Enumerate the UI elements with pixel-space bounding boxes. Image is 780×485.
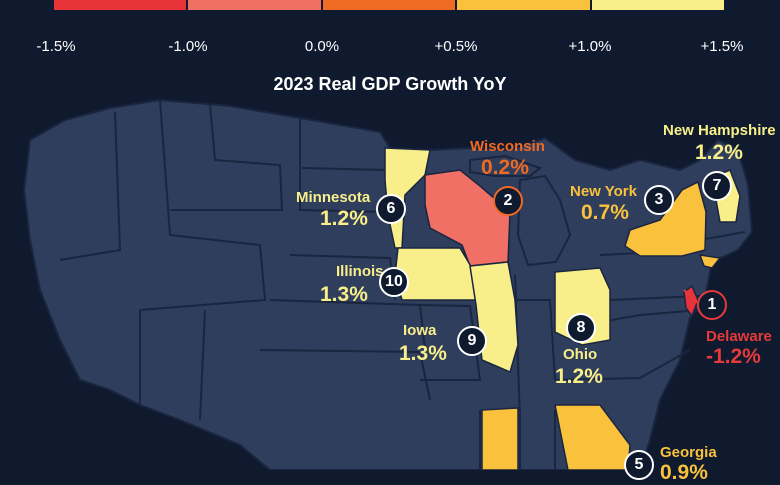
legend-color-scale [54, 0, 725, 10]
legend-swatch-1 [54, 0, 189, 10]
state-alabama[interactable] [481, 407, 519, 470]
us-map [22, 98, 754, 470]
label-iowa-name: Illinois [336, 263, 384, 280]
legend-swatch-5 [591, 0, 725, 10]
legend-tick: 0.0% [304, 38, 340, 55]
michigan-shape [516, 174, 572, 267]
rank-badge-wisconsin: 2 [493, 186, 523, 216]
upper-michigan-shape [469, 154, 543, 177]
legend-tick: +0.5% [434, 38, 478, 55]
rank-badge-georgia: 5 [624, 450, 654, 480]
legend-swatch-3 [322, 0, 458, 10]
label-georgia-name: Georgia [660, 444, 717, 461]
label-new-york-name: New York [570, 183, 637, 200]
state-new-jersey[interactable] [698, 254, 722, 269]
rank-badge-ohio: 8 [566, 313, 596, 343]
label-new-hampshire-value: 1.2% [695, 141, 743, 164]
rank-badge-minnesota: 6 [376, 194, 406, 224]
label-ohio-value: 1.2% [555, 365, 603, 388]
label-georgia-value: 0.9% [660, 461, 708, 484]
legend-swatch-4 [457, 0, 592, 10]
label-minnesota-name: Minnesota [296, 189, 371, 206]
label-wisconsin-name: Wisconsin [470, 138, 545, 155]
state-iowa[interactable] [394, 247, 479, 301]
label-ohio-name: Ohio [563, 346, 598, 363]
label-wisconsin-value: 0.2% [481, 156, 529, 179]
legend-tick: -1.0% [168, 38, 208, 55]
rank-badge-illinois: 9 [457, 326, 487, 356]
label-new-hampshire-name: New Hampshire [663, 122, 776, 139]
label-new-york-value: 0.7% [581, 201, 629, 224]
legend-swatch-2 [188, 0, 323, 10]
label-illinois-value: 1.3% [399, 342, 447, 365]
label-delaware-value: -1.2% [706, 345, 761, 368]
label-delaware-name: Delaware [706, 328, 772, 345]
legend-tick: +1.5% [700, 38, 744, 55]
rank-badge-iowa: 10 [379, 267, 409, 297]
legend-tick: +1.0% [568, 38, 612, 55]
label-minnesota-value: 1.2% [320, 207, 368, 230]
label-iowa-value: 1.3% [320, 283, 368, 306]
rank-badge-new-york: 3 [644, 185, 674, 215]
label-illinois-name: Iowa [403, 322, 437, 339]
legend-tick: -1.5% [36, 38, 76, 55]
map-title: 2023 Real GDP Growth YoY [273, 74, 507, 94]
rank-badge-new-hampshire: 7 [702, 171, 732, 201]
rank-badge-delaware: 1 [697, 290, 727, 320]
